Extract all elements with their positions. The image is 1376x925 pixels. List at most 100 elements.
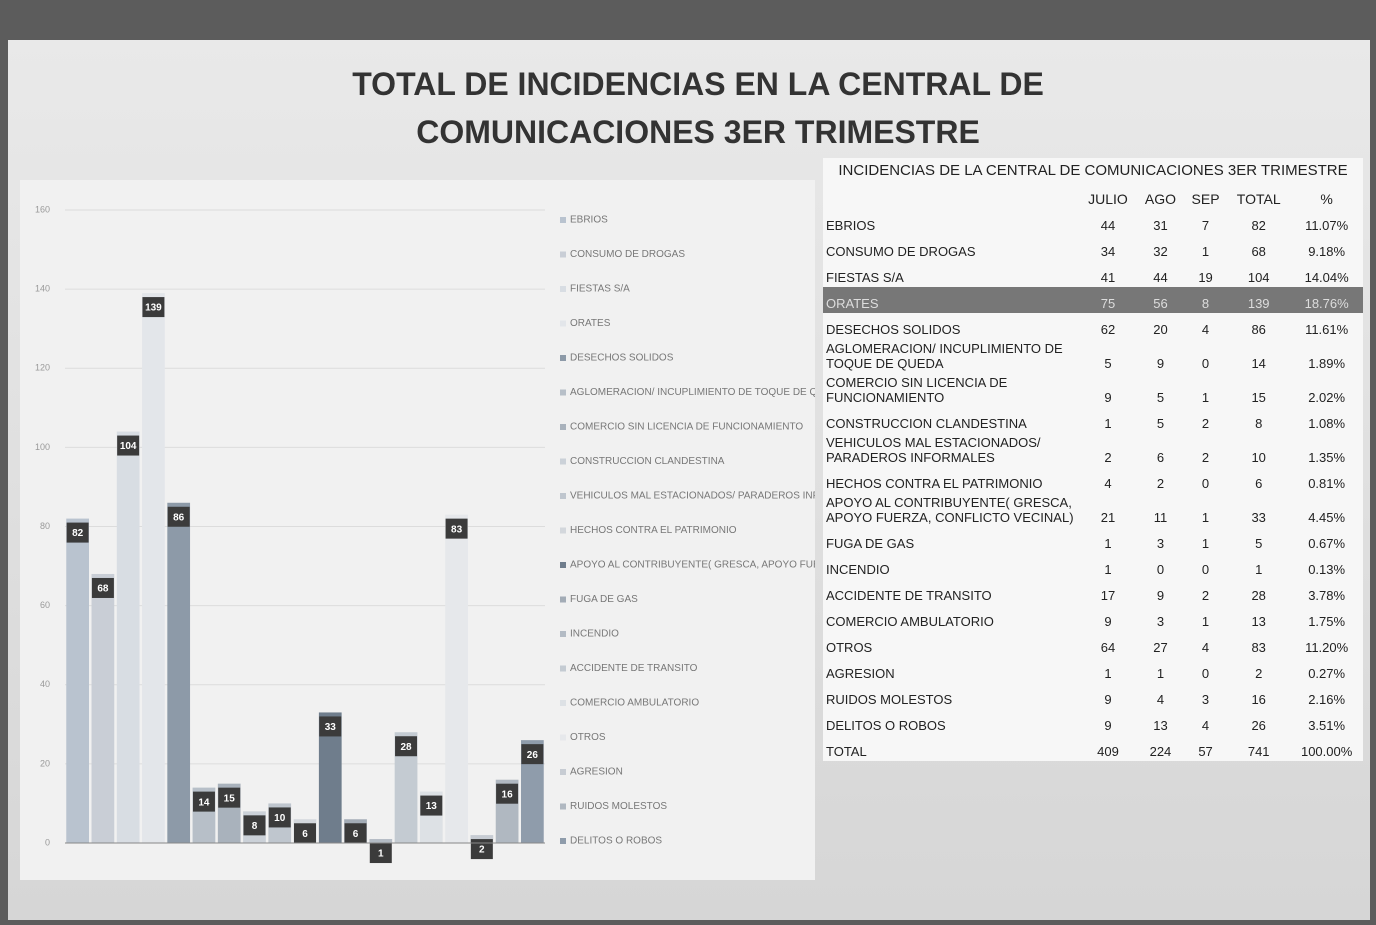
value-label: 26 bbox=[527, 750, 539, 761]
value-label: 139 bbox=[145, 303, 162, 314]
bar bbox=[167, 503, 190, 843]
value-label: 14 bbox=[198, 797, 210, 808]
cell: 1 bbox=[1184, 235, 1227, 261]
legend-label: CONSUMO DE DROGAS bbox=[570, 249, 685, 260]
row-label: CONSTRUCCION CLANDESTINA bbox=[823, 407, 1079, 433]
row-label: RUIDOS MOLESTOS bbox=[823, 683, 1079, 709]
title-line: COMUNICACIONES 3ER TRIMESTRE bbox=[258, 108, 1138, 156]
cell: 6 bbox=[1137, 433, 1184, 467]
value-label: 82 bbox=[72, 528, 84, 539]
value-label: 6 bbox=[353, 829, 359, 840]
row-label: CONSUMO DE DROGAS bbox=[823, 235, 1079, 261]
cell: 4.45% bbox=[1290, 493, 1363, 527]
cell: 20 bbox=[1137, 313, 1184, 339]
table-row: DESECHOS SOLIDOS622048611.61% bbox=[823, 313, 1363, 339]
table-panel: INCIDENCIAS DE LA CENTRAL DE COMUNICACIO… bbox=[823, 158, 1363, 761]
cell: 11.07% bbox=[1290, 209, 1363, 235]
legend-swatch bbox=[560, 700, 566, 706]
slide: TOTAL DE INCIDENCIAS EN LA CENTRAL DE CO… bbox=[8, 40, 1370, 920]
cell: 13 bbox=[1227, 605, 1290, 631]
bar bbox=[117, 432, 140, 843]
value-label: 13 bbox=[426, 801, 438, 812]
cell: 224 bbox=[1137, 735, 1184, 761]
cell: 5 bbox=[1137, 373, 1184, 407]
cell: 0 bbox=[1184, 467, 1227, 493]
cell: 1 bbox=[1184, 605, 1227, 631]
row-label: COMERCIO AMBULATORIO bbox=[823, 605, 1079, 631]
cell: 3.78% bbox=[1290, 579, 1363, 605]
value-label: 6 bbox=[302, 829, 308, 840]
table-row: VEHICULOS MAL ESTACIONADOS/ PARADEROS IN… bbox=[823, 433, 1363, 467]
cell: 32 bbox=[1137, 235, 1184, 261]
y-tick-label: 20 bbox=[40, 758, 50, 768]
row-label: OTROS bbox=[823, 631, 1079, 657]
legend-label: INCENDIO bbox=[570, 629, 619, 640]
value-label: 15 bbox=[224, 793, 236, 804]
value-label: 10 bbox=[274, 813, 286, 824]
legend-swatch bbox=[560, 424, 566, 430]
table-row: CONSTRUCCION CLANDESTINA15281.08% bbox=[823, 407, 1363, 433]
legend-swatch bbox=[560, 528, 566, 534]
table-row: COMERCIO SIN LICENCIA DE FUNCIONAMIENTO9… bbox=[823, 373, 1363, 407]
cell: 3 bbox=[1137, 605, 1184, 631]
cell: 9 bbox=[1079, 683, 1137, 709]
cell: 2 bbox=[1079, 433, 1137, 467]
value-label: 68 bbox=[97, 584, 109, 595]
legend-swatch bbox=[560, 838, 566, 844]
legend-swatch bbox=[560, 493, 566, 499]
bar bbox=[92, 574, 115, 843]
bar bbox=[142, 293, 165, 843]
cell: 57 bbox=[1184, 735, 1227, 761]
cell: 0 bbox=[1137, 553, 1184, 579]
row-label: ORATES bbox=[823, 287, 1079, 313]
legend-label: AGRESION bbox=[570, 767, 623, 778]
cell: 100.00% bbox=[1290, 735, 1363, 761]
cell: 82 bbox=[1227, 209, 1290, 235]
cell: 8 bbox=[1227, 407, 1290, 433]
row-label: EBRIOS bbox=[823, 209, 1079, 235]
cell: 44 bbox=[1137, 261, 1184, 287]
cell: 1 bbox=[1227, 553, 1290, 579]
cell: 3 bbox=[1184, 683, 1227, 709]
cell: 11 bbox=[1137, 493, 1184, 527]
value-label: 33 bbox=[325, 722, 337, 733]
legend-label: FUGA DE GAS bbox=[570, 594, 638, 605]
cell: 1 bbox=[1079, 407, 1137, 433]
legend-swatch bbox=[560, 321, 566, 327]
cell: 2 bbox=[1137, 467, 1184, 493]
cell: 41 bbox=[1079, 261, 1137, 287]
cell: 0 bbox=[1184, 553, 1227, 579]
y-tick-label: 0 bbox=[45, 837, 50, 847]
cell: 4 bbox=[1184, 313, 1227, 339]
legend-label: COMERCIO AMBULATORIO bbox=[570, 698, 699, 709]
cell: 0.81% bbox=[1290, 467, 1363, 493]
cell: 1 bbox=[1137, 657, 1184, 683]
row-label: INCENDIO bbox=[823, 553, 1079, 579]
cell: 1 bbox=[1079, 657, 1137, 683]
legend-swatch bbox=[560, 735, 566, 741]
bar bbox=[66, 519, 89, 843]
row-label: AGLOMERACION/ INCUPLIMIENTO DE TOQUE DE … bbox=[823, 339, 1079, 373]
cell: 139 bbox=[1227, 287, 1290, 313]
legend-label: DESECHOS SOLIDOS bbox=[570, 353, 674, 364]
cell: 14.04% bbox=[1290, 261, 1363, 287]
cell: 1 bbox=[1184, 493, 1227, 527]
cell: 26 bbox=[1227, 709, 1290, 735]
legend-swatch bbox=[560, 390, 566, 396]
cell: 409 bbox=[1079, 735, 1137, 761]
cell: 16 bbox=[1227, 683, 1290, 709]
value-label: 104 bbox=[120, 441, 137, 452]
legend-label: ACCIDENTE DE TRANSITO bbox=[570, 663, 698, 674]
cell: 19 bbox=[1184, 261, 1227, 287]
cell: 44 bbox=[1079, 209, 1137, 235]
row-label: APOYO AL CONTRIBUYENTE( GRESCA, APOYO FU… bbox=[823, 493, 1079, 527]
cell: 6 bbox=[1227, 467, 1290, 493]
legend-swatch bbox=[560, 355, 566, 361]
cell: 17 bbox=[1079, 579, 1137, 605]
cell: 1 bbox=[1184, 527, 1227, 553]
column-header: TOTAL bbox=[1227, 183, 1290, 209]
value-label: 28 bbox=[400, 742, 412, 753]
